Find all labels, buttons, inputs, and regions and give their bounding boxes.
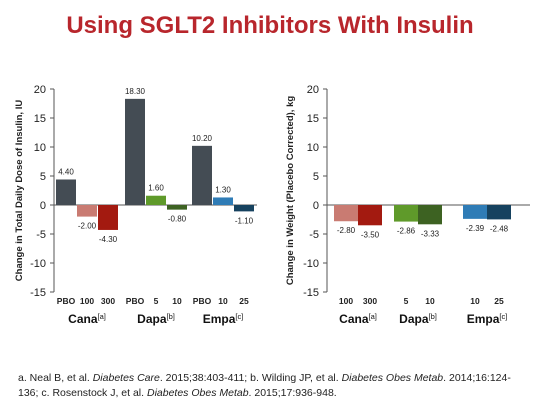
chart-weight-group-label: Empa[c]	[467, 312, 508, 326]
ref-a-journal: Diabetes Care	[92, 372, 160, 384]
chart-insulin-y-tick-label: 0	[40, 200, 46, 212]
chart-insulin-y-tick-label: 5	[40, 171, 46, 183]
chart-weight-x-tick-label: 10	[470, 296, 480, 306]
chart-weight-group-label: Cana[a]	[339, 312, 377, 326]
chart-insulin-x-tick-label: 300	[101, 296, 115, 306]
chart-insulin-y-tick-label: -5	[36, 229, 46, 241]
chart-weight-data-label: -2.86	[397, 227, 416, 236]
chart-weight-y-tick-label: -15	[303, 287, 319, 299]
chart-insulin-bar	[146, 195, 166, 205]
group-name: Cana	[339, 312, 369, 326]
chart-insulin-x-tick-label: PBO	[193, 296, 212, 306]
group-reference: [a]	[369, 312, 377, 321]
chart-weight-x-tick-label: 5	[404, 296, 409, 306]
chart-insulin-x-tick-label: 10	[172, 296, 182, 306]
chart-insulin-bar	[192, 145, 212, 205]
chart-insulin-data-label: 4.40	[58, 167, 74, 176]
chart-weight-bar	[358, 205, 382, 226]
group-reference: [c]	[235, 312, 243, 321]
chart-insulin-group-label: Cana[a]	[68, 312, 106, 326]
ref-c-journal: Diabetes Obes Metab	[146, 386, 249, 399]
chart-weight-x-tick-label: 25	[494, 296, 504, 306]
ref-b-journal: Diabetes Obes Metab	[341, 372, 444, 384]
chart-insulin-bar	[167, 205, 187, 210]
chart-weight-x-tick-label: 10	[425, 296, 435, 306]
chart-weight-y-axis-title: Change in Weight (Placebo Corrected), kg	[285, 96, 296, 286]
chart-insulin-y-tick-label: -10	[30, 258, 46, 270]
chart-weight-data-label: -3.33	[421, 229, 440, 238]
chart-insulin-bar	[234, 205, 254, 212]
chart-insulin-data-label: 1.30	[215, 185, 231, 194]
group-reference: [c]	[499, 312, 507, 321]
chart-insulin-bar	[125, 98, 145, 205]
chart-weight-bar	[334, 205, 358, 222]
group-name: Dapa	[399, 312, 429, 326]
chart-insulin-bar	[213, 197, 233, 205]
chart-insulin-x-tick-label: 25	[239, 296, 249, 306]
chart-insulin-data-label: -2.00	[78, 222, 97, 231]
slide-title: Using SGLT2 Inhibitors With Insulin	[66, 12, 474, 39]
chart-insulin-bar	[56, 179, 76, 205]
chart-insulin-data-label: 10.20	[192, 134, 213, 143]
chart-insulin-data-label: -1.10	[235, 216, 254, 225]
chart-insulin-data-label: -0.80	[168, 215, 187, 224]
chart-weight-y-tick-label: 10	[307, 142, 319, 154]
chart-weight-group-label: Dapa[b]	[399, 312, 437, 326]
group-name: Dapa	[137, 312, 167, 326]
ref-a-text: a. Neal B, et al.	[18, 372, 93, 384]
chart-insulin-bar	[98, 205, 118, 230]
references: a. Neal B, et al. Diabetes Care. 2015;38…	[18, 371, 530, 400]
group-reference: [b]	[429, 312, 437, 321]
chart-insulin-bar	[77, 205, 97, 217]
chart-weight-bar	[463, 205, 487, 219]
chart-weight-bar	[394, 205, 418, 222]
chart-insulin-data-label: 1.60	[148, 184, 164, 193]
chart-weight-y-tick-label: -5	[309, 229, 319, 241]
chart-weight-x-tick-label: 300	[363, 296, 377, 306]
chart-insulin-y-tick-label: -15	[30, 287, 46, 299]
chart-weight-bar	[418, 205, 442, 225]
chart-insulin-y-tick-label: 20	[34, 84, 46, 96]
chart-insulin-group-label: Empa[c]	[203, 312, 244, 326]
chart-weight-data-label: -3.50	[361, 230, 380, 239]
group-name: Empa	[467, 312, 500, 326]
chart-weight-y-tick-label: 20	[307, 84, 319, 96]
chart-insulin-data-label: 18.30	[125, 87, 146, 96]
group-name: Empa	[203, 312, 236, 326]
chart-insulin-x-tick-label: PBO	[126, 296, 145, 306]
chart-insulin-x-tick-label: 10	[218, 296, 228, 306]
chart-insulin-x-tick-label: 5	[154, 296, 159, 306]
chart-weight-data-label: -2.39	[466, 224, 485, 233]
chart-weight-y-tick-label: 5	[313, 171, 319, 183]
group-reference: [a]	[98, 312, 106, 321]
chart-weight-y-tick-label: 15	[307, 113, 319, 125]
chart-insulin-y-tick-label: 15	[34, 113, 46, 125]
chart-weight-y-tick-label: 0	[313, 200, 319, 212]
chart-insulin-data-label: -4.30	[99, 235, 118, 244]
chart-insulin-x-tick-label: 100	[80, 296, 94, 306]
chart-weight-x-tick-label: 100	[339, 296, 353, 306]
chart-weight-bar	[487, 205, 511, 220]
chart-insulin-y-tick-label: 10	[34, 142, 46, 154]
group-reference: [b]	[167, 312, 175, 321]
ref-c-text: . 2014;16:124-136; c. Rosenstock J, et a…	[18, 372, 511, 399]
chart-insulin-y-axis-title: Change in Total Daily Dose of Insulin, I…	[14, 100, 25, 282]
ref-b-text: . 2015;38:403-411; b. Wilding JP, et al.	[159, 372, 342, 384]
chart-weight-data-label: -2.80	[337, 226, 356, 235]
chart-insulin-x-tick-label: PBO	[57, 296, 76, 306]
chart-weight-y-tick-label: -10	[303, 258, 319, 270]
chart-insulin-group-label: Dapa[b]	[137, 312, 175, 326]
group-name: Cana	[68, 312, 98, 326]
ref-end-text: . 2015;17:936-948.	[248, 386, 337, 399]
chart-weight-data-label: -2.48	[490, 224, 509, 233]
